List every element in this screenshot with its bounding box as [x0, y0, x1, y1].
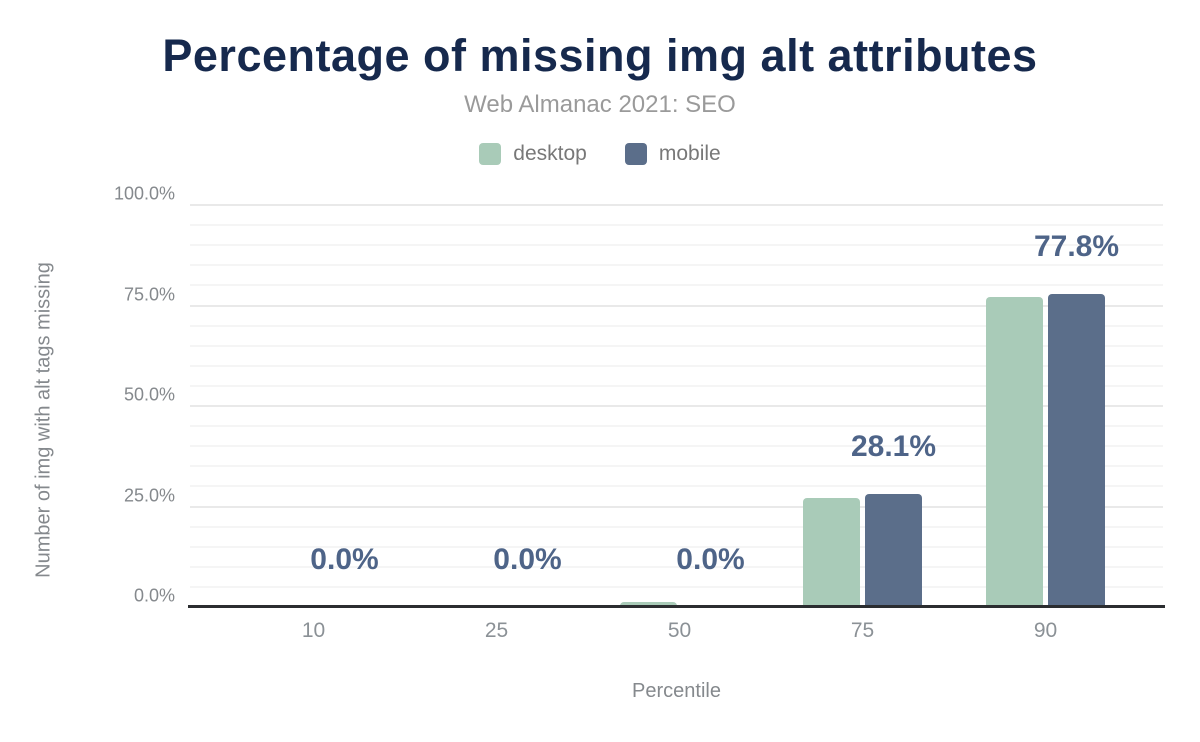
gridline-minor: [190, 585, 1163, 588]
gridline-minor: [190, 565, 1163, 568]
legend-label: mobile: [658, 142, 721, 165]
gridline-minor: [190, 364, 1163, 367]
bar-desktop-p50: [620, 602, 677, 607]
gridline-minor: [190, 244, 1163, 247]
data-label-p75: 28.1%: [850, 430, 937, 464]
legend-swatch-desktop: [479, 143, 502, 165]
y-tick-label: 100.0%: [113, 183, 175, 204]
x-tick-label-90: 90: [1033, 619, 1058, 642]
plot-area: 0.0% 25.0% 50.0% 75.0% 100.0% 10 0.0% 25 0.0% 50 0…: [114, 184, 1165, 642]
gridline-minor: [190, 485, 1163, 488]
chart-subtitle: Web Almanac 2021: SEO: [464, 91, 736, 118]
x-tick-label-75: 75: [850, 619, 875, 642]
gridline-minor: [190, 445, 1163, 448]
y-tick-label: 25.0%: [123, 485, 175, 505]
bar-desktop-p75: [803, 498, 860, 607]
x-axis-line: [188, 605, 1165, 608]
gridline-minor: [190, 264, 1163, 267]
data-label-p50: 0.0%: [676, 543, 745, 576]
gridline-minor: [190, 344, 1163, 347]
gridline-major: [190, 505, 1163, 508]
legend-item-desktop[interactable]: desktop: [479, 142, 587, 166]
bar-mobile-p75: [865, 494, 922, 607]
gridline-minor: [190, 224, 1163, 227]
bar-mobile-p90: [1048, 294, 1105, 607]
x-tick-label-10: 10: [301, 619, 326, 642]
gridline-minor: [190, 465, 1163, 468]
bar-desktop-p90: [986, 296, 1043, 607]
legend-label: desktop: [513, 142, 587, 165]
gridline-minor: [190, 425, 1163, 428]
gridline-major: [190, 405, 1163, 407]
data-label-p10: 0.0%: [310, 543, 379, 576]
legend: desktop mobile: [0, 142, 1200, 166]
y-axis-title: Number of img with alt tags missing: [32, 262, 55, 578]
gridline-major: [190, 204, 1163, 206]
y-tick-label: 0.0%: [133, 585, 175, 606]
gridline-minor: [190, 545, 1163, 548]
gridline-minor: [190, 324, 1163, 327]
gridline-major: [190, 304, 1163, 307]
data-label-p25: 0.0%: [493, 543, 562, 576]
data-label-p90: 77.8%: [1033, 230, 1120, 264]
legend-swatch-mobile: [624, 143, 647, 165]
y-tick-label: 50.0%: [123, 384, 175, 405]
x-tick-label-25: 25: [484, 619, 509, 642]
y-tick-label: 75.0%: [123, 284, 175, 304]
x-axis-title: Percentile: [632, 680, 721, 702]
gridline-minor: [190, 384, 1163, 387]
x-tick-label-50: 50: [667, 619, 692, 642]
legend-item-mobile[interactable]: mobile: [624, 142, 721, 166]
chart-title: Percentage of missing img alt attributes: [162, 30, 1038, 81]
gridline-minor: [190, 284, 1163, 287]
gridline-minor: [190, 525, 1163, 528]
